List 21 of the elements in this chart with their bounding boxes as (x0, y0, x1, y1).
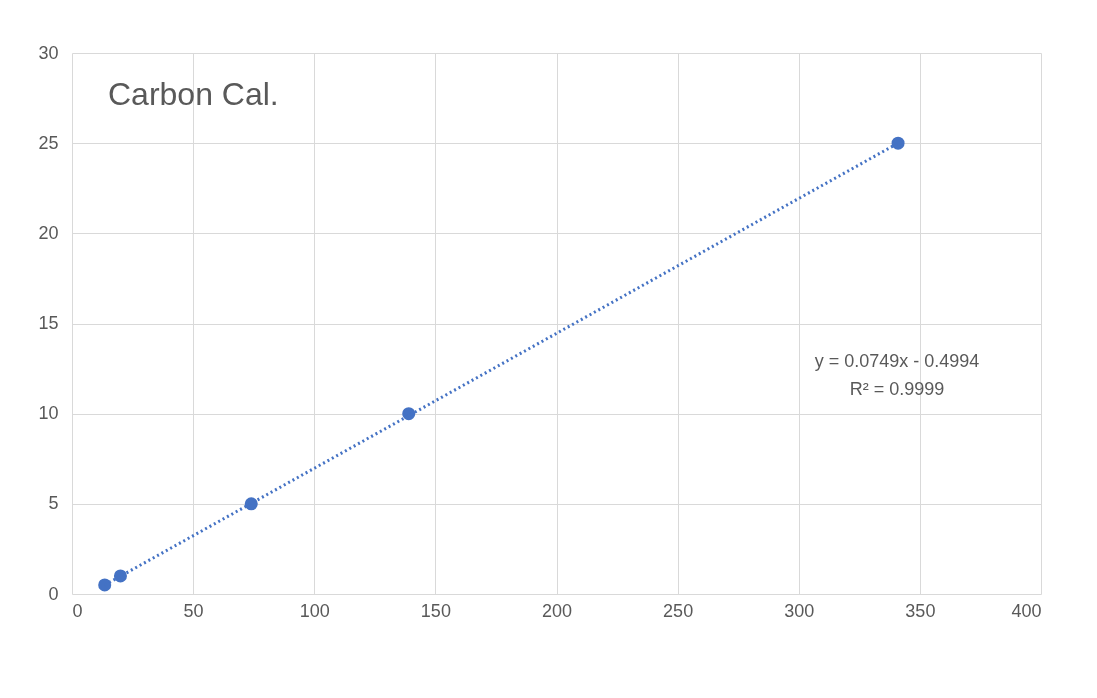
x-tick-label: 100 (299, 600, 330, 621)
x-tick-label: 150 (420, 600, 451, 621)
x-tick-label: 400 (1011, 600, 1042, 621)
y-tick-label: 25 (38, 132, 59, 153)
annotation: y = 0.0749x - 0.4994 (814, 351, 980, 371)
x-tick-label: 350 (905, 600, 936, 621)
y-tick-label: 30 (38, 42, 59, 63)
x-tick-label: 50 (183, 600, 204, 621)
y-tick-label: 10 (38, 403, 59, 424)
y-tick-label: 0 (48, 583, 59, 604)
x-tick-label: 250 (663, 600, 694, 621)
point (891, 136, 905, 150)
annotation: R² = 0.9999 (849, 379, 945, 399)
y-tick-label: 15 (38, 313, 59, 333)
x-tick-label: 300 (784, 600, 815, 621)
point (98, 578, 112, 592)
y-tick-label: 20 (38, 222, 59, 243)
y-tick-label: 5 (48, 493, 59, 514)
text: Carbon Cal. (108, 76, 279, 112)
x-tick-label: 0 (72, 600, 83, 621)
x-tick-label: 200 (541, 600, 573, 621)
